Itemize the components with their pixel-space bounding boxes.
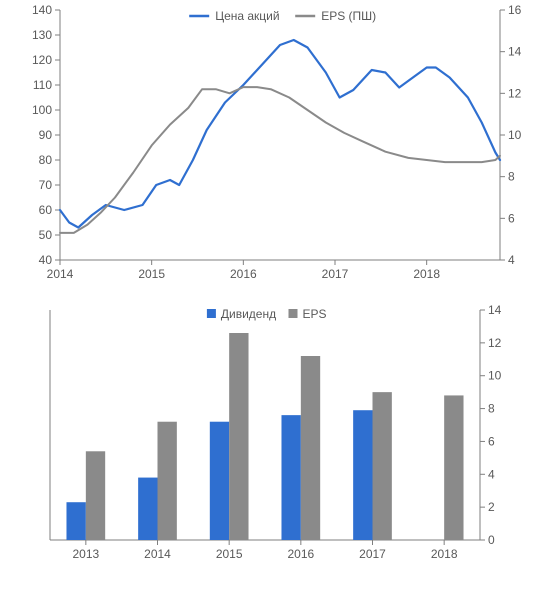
svg-text:110: 110 bbox=[33, 78, 52, 92]
bar bbox=[281, 415, 300, 540]
line-chart: 40 50 60 70 80 90 100 110 120 130 140 4 6 8 10 12 14 16 20… bbox=[0, 0, 551, 300]
svg-text:14: 14 bbox=[508, 45, 522, 59]
svg-text:2018: 2018 bbox=[413, 267, 440, 281]
svg-text:6: 6 bbox=[508, 211, 515, 225]
svg-text:4: 4 bbox=[488, 467, 495, 481]
bar-chart: 0 2 4 6 8 10 12 14 2013 2014 2015 2016 2017 2018 Дивид… bbox=[0, 300, 551, 580]
bar bbox=[229, 333, 248, 540]
svg-text:16: 16 bbox=[508, 3, 522, 17]
svg-text:100: 100 bbox=[32, 103, 52, 117]
svg-text:2017: 2017 bbox=[322, 267, 349, 281]
bar bbox=[66, 502, 85, 540]
bar bbox=[158, 422, 177, 540]
svg-text:Дивиденд: Дивиденд bbox=[221, 307, 276, 321]
svg-text:0: 0 bbox=[488, 533, 495, 547]
svg-text:120: 120 bbox=[32, 53, 52, 67]
svg-text:10: 10 bbox=[488, 369, 502, 383]
svg-text:2014: 2014 bbox=[144, 547, 171, 561]
line-series bbox=[60, 87, 500, 233]
svg-text:140: 140 bbox=[32, 3, 52, 17]
svg-text:80: 80 bbox=[39, 153, 53, 167]
svg-text:40: 40 bbox=[39, 253, 53, 267]
svg-text:EPS: EPS bbox=[303, 307, 327, 321]
svg-text:70: 70 bbox=[39, 178, 53, 192]
svg-text:8: 8 bbox=[508, 170, 515, 184]
line-series bbox=[60, 40, 500, 228]
bar bbox=[138, 478, 157, 540]
svg-text:2: 2 bbox=[488, 500, 495, 514]
svg-text:12: 12 bbox=[508, 86, 522, 100]
svg-text:EPS (ПШ): EPS (ПШ) bbox=[321, 9, 376, 23]
svg-text:2018: 2018 bbox=[431, 547, 458, 561]
page: 4050607080901001101201301404681012141620… bbox=[0, 0, 551, 606]
svg-text:8: 8 bbox=[488, 402, 495, 416]
svg-text:Цена акций: Цена акций bbox=[215, 9, 279, 23]
svg-text:14: 14 bbox=[488, 303, 502, 317]
svg-text:2015: 2015 bbox=[138, 267, 165, 281]
svg-text:2013: 2013 bbox=[72, 547, 99, 561]
bar bbox=[86, 451, 105, 540]
svg-text:2017: 2017 bbox=[359, 547, 386, 561]
svg-text:130: 130 bbox=[32, 28, 52, 42]
svg-text:2016: 2016 bbox=[230, 267, 257, 281]
bar bbox=[210, 422, 229, 540]
svg-text:50: 50 bbox=[39, 228, 53, 242]
svg-text:2016: 2016 bbox=[287, 547, 314, 561]
bar bbox=[373, 392, 392, 540]
svg-text:2015: 2015 bbox=[216, 547, 243, 561]
bar bbox=[353, 410, 372, 540]
svg-text:12: 12 bbox=[488, 336, 502, 350]
svg-text:60: 60 bbox=[39, 203, 53, 217]
svg-text:6: 6 bbox=[488, 434, 495, 448]
svg-text:4: 4 bbox=[508, 253, 515, 267]
svg-text:10: 10 bbox=[508, 128, 522, 142]
bar bbox=[301, 356, 320, 540]
svg-text:90: 90 bbox=[39, 128, 53, 142]
bar bbox=[444, 395, 463, 540]
svg-text:2014: 2014 bbox=[47, 267, 74, 281]
